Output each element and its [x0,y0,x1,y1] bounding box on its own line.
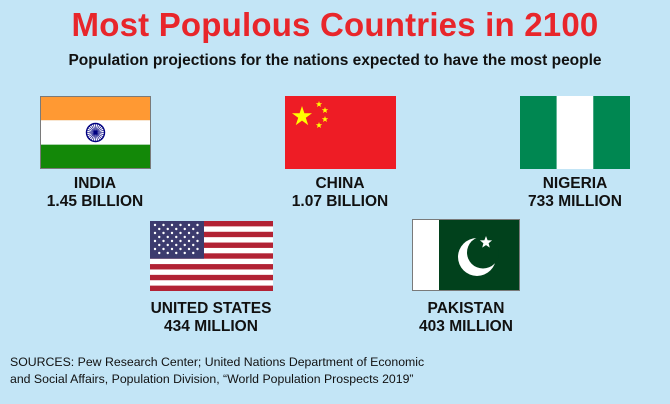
china-flag-icon [285,96,396,169]
sources-footnote: SOURCES: Pew Research Center; United Nat… [10,354,424,388]
sources-line-1: SOURCES: Pew Research Center; United Nat… [10,355,425,369]
country-name: PAKISTAN [427,300,505,317]
usa-flag-icon [150,221,273,291]
page-subtitle: Population projections for the nations e… [68,52,602,69]
country-population: 434 MILLION [164,318,258,335]
sources-line-2: and Social Affairs, Population Division,… [10,372,414,386]
country-china: CHINA 1.07 BILLION [265,175,415,211]
country-name: CHINA [315,175,365,192]
nigeria-flag-icon [520,96,630,169]
country-name: UNITED STATES [150,300,272,317]
country-name: INDIA [73,175,117,192]
pakistan-flag-icon [412,219,520,291]
country-population: 733 MILLION [528,193,622,210]
page-title: Most Populous Countries in 2100 [71,6,599,43]
india-flag-icon [40,96,151,169]
country-india: INDIA 1.45 BILLION [20,175,170,211]
country-nigeria: NIGERIA 733 MILLION [500,175,650,211]
country-population: 1.07 BILLION [291,193,389,210]
country-pakistan: PAKISTAN 403 MILLION [391,300,541,336]
country-population: 1.45 BILLION [46,193,144,210]
country-united-states: UNITED STATES 434 MILLION [131,300,291,336]
country-population: 403 MILLION [419,318,513,335]
country-name: NIGERIA [542,175,608,192]
